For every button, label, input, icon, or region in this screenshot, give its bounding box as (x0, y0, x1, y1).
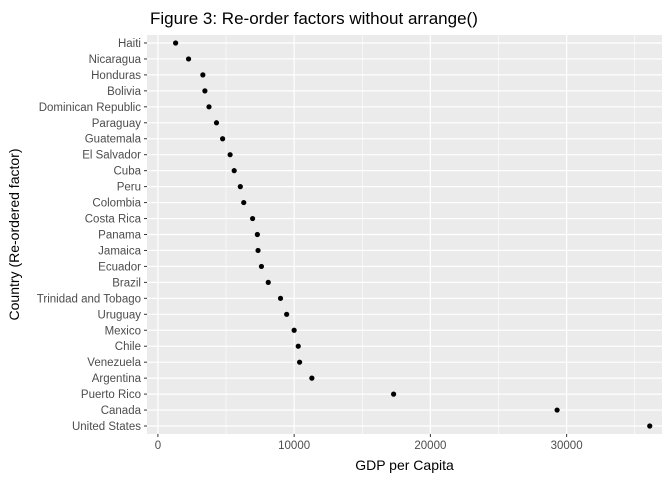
y-tick-label: Uruguay (98, 309, 142, 321)
y-tick-label: Argentina (92, 373, 142, 385)
y-axis-ticks (144, 42, 147, 427)
y-tick-label: Puerto Rico (81, 389, 141, 401)
data-point (200, 72, 206, 78)
y-tick-label: Brazil (112, 277, 141, 289)
chart-title: Figure 3: Re-order factors without arran… (150, 9, 478, 28)
data-point (206, 104, 212, 110)
x-tick-label: 30000 (551, 440, 583, 452)
y-tick-label: Canada (101, 405, 142, 417)
y-tick-label: Ecuador (98, 261, 141, 273)
y-tick-label: Guatemala (85, 134, 142, 146)
data-point (295, 343, 301, 349)
y-tick-label: Bolivia (107, 86, 141, 98)
x-tick-label: 10000 (278, 440, 310, 452)
y-tick-label: Dominican Republic (39, 102, 142, 114)
data-point (173, 40, 179, 46)
y-tick-label: Panama (98, 230, 141, 242)
x-axis-ticks (157, 434, 568, 437)
data-point (554, 407, 560, 413)
data-point (291, 327, 297, 333)
data-point (296, 359, 303, 365)
data-point (241, 199, 247, 206)
data-point (185, 56, 192, 62)
y-tick-label: Colombia (92, 198, 141, 210)
y-tick-label: Cuba (114, 166, 142, 178)
data-point (254, 231, 260, 238)
y-axis-labels: Haiti Nicaragua Honduras Bolivia Dominican R… (37, 38, 142, 433)
data-point (258, 263, 265, 270)
data-point (255, 247, 261, 254)
y-tick-label: Trinidad and Tobago (37, 293, 141, 305)
y-tick-label: Mexico (105, 325, 141, 337)
y-tick-label: Peru (117, 182, 141, 194)
x-tick-label: 0 (155, 440, 161, 452)
y-tick-label: Nicaragua (89, 54, 142, 66)
data-point (213, 120, 220, 126)
y-tick-label: El Salvador (82, 150, 141, 162)
data-point (220, 136, 226, 142)
data-point (284, 311, 290, 317)
data-point (231, 168, 237, 174)
gridlines (147, 35, 662, 434)
data-point (249, 215, 256, 222)
y-tick-label: United States (72, 421, 141, 433)
y-axis-title: Country (Re-ordered factor) (6, 149, 22, 321)
y-tick-label: Honduras (91, 70, 141, 82)
y-tick-label: Venezuela (87, 357, 141, 369)
x-axis-title: GDP per Capita (355, 457, 454, 473)
y-tick-label: Haiti (118, 38, 141, 50)
data-point (391, 391, 397, 397)
y-tick-label: Jamaica (98, 245, 141, 257)
y-tick-label: Paraguay (92, 118, 141, 130)
data-point (265, 279, 271, 285)
y-tick-label: Chile (115, 341, 141, 353)
data-point (647, 423, 653, 429)
y-tick-label: Costa Rica (85, 214, 142, 226)
data-point (237, 184, 243, 190)
x-axis-labels: 0 10000 20000 30000 (155, 440, 583, 452)
data-point (202, 88, 208, 94)
data-point (277, 295, 284, 301)
x-tick-label: 20000 (414, 440, 446, 452)
data-point (309, 375, 315, 381)
data-points (173, 40, 653, 429)
data-point (227, 152, 233, 158)
